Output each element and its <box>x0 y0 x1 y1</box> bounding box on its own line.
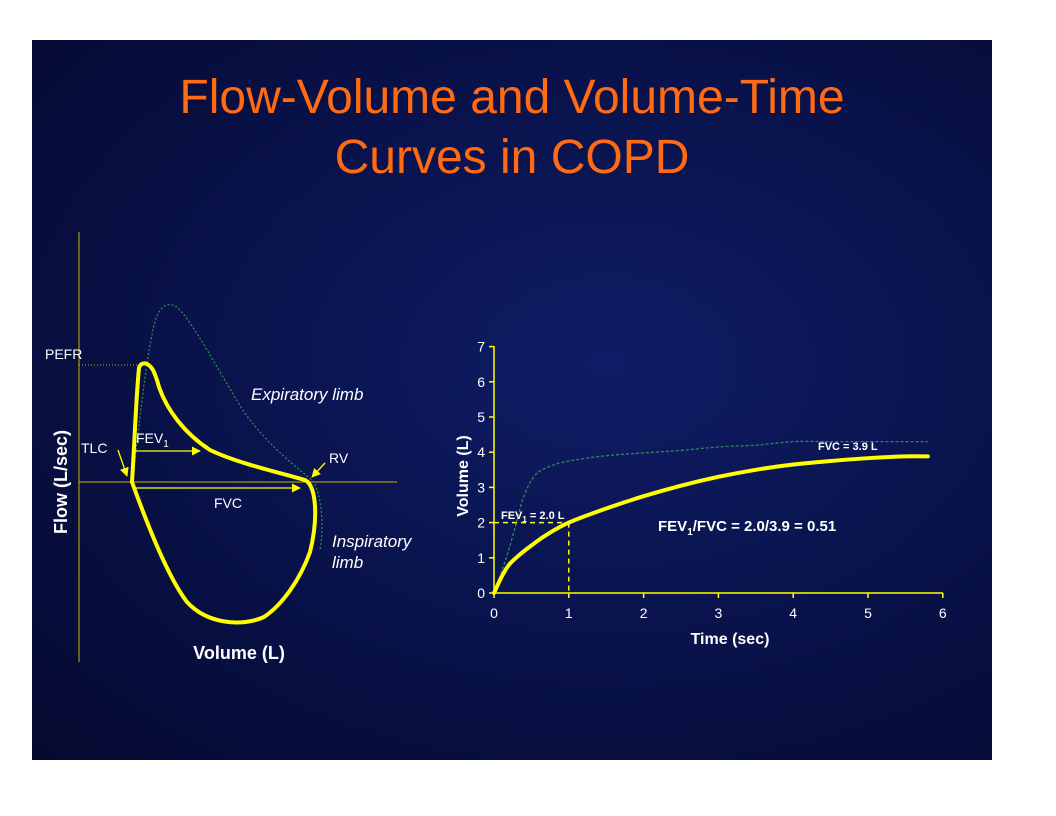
vt-y-tick-label: 4 <box>477 444 485 460</box>
vt-y-tick-label: 0 <box>477 585 485 601</box>
rv-arrow <box>311 462 326 478</box>
title-line-2: Curves in COPD <box>334 131 690 184</box>
vt-x-axis-label: Time (sec) <box>691 631 770 648</box>
fv-normal-loop <box>131 304 323 551</box>
vt-x-tick-label: 6 <box>939 605 947 621</box>
fev1-label-main: FEV <box>136 430 164 446</box>
vt-ticks: 0 1 2 3 4 5 6 0 1 2 3 4 5 6 7 <box>477 339 947 621</box>
vt-y-tick-label: 3 <box>477 479 485 495</box>
slide-title: Flow-Volume and Volume-Time Curves in CO… <box>32 68 992 188</box>
inspiratory-limb-line-1: Inspiratory <box>332 532 413 551</box>
vt-y-tick-label: 2 <box>477 515 485 531</box>
fvc-label: FVC <box>214 495 242 511</box>
vt-y-tick-label: 6 <box>477 374 485 390</box>
rv-label: RV <box>329 450 349 466</box>
ratio-label: FEV1/FVC = 2.0/3.9 = 0.51 <box>658 518 836 538</box>
vt-x-tick-label: 5 <box>864 605 872 621</box>
fvc-value-label: FVC = 3.9 L <box>818 441 878 453</box>
vt-x-tick-label: 2 <box>640 605 648 621</box>
ratio-rest: /FVC = 2.0/3.9 = 0.51 <box>693 518 836 535</box>
fv-copd-expiratory-curve <box>130 361 307 484</box>
vt-y-tick-label: 5 <box>477 409 485 425</box>
fev1-value-sub: 1 <box>522 515 527 524</box>
vt-x-tick-label: 4 <box>789 605 797 621</box>
vt-y-tick-label: 7 <box>477 339 485 355</box>
inspiratory-limb-line-2: limb <box>332 553 363 572</box>
slide: Flow-Volume and Volume-Time Curves in CO… <box>32 40 992 760</box>
fev1-value-rest: = 2.0 L <box>527 510 565 522</box>
fev1-label: FEV1 <box>136 430 169 450</box>
vt-copd-curve <box>492 454 930 595</box>
vt-x-tick-label: 1 <box>565 605 573 621</box>
ratio-sub: 1 <box>687 527 693 538</box>
ratio-main: FEV <box>658 518 687 535</box>
inspiratory-limb-label: Inspiratory limb <box>332 532 416 572</box>
title-line-1: Flow-Volume and Volume-Time <box>179 71 845 124</box>
vt-y-axis-label: Volume (L) <box>455 435 472 516</box>
fev1-label-sub: 1 <box>163 439 169 450</box>
expiratory-limb-label: Expiratory limb <box>251 385 363 404</box>
flow-volume-chart: PEFR TLC RV FEV1 FVC Expiratory limb Ins… <box>45 232 416 663</box>
fev1-value-main: FEV <box>501 510 523 522</box>
fev1-value-label: FEV1 = 2.0 L <box>501 510 565 524</box>
vt-y-tick-label: 1 <box>477 550 485 566</box>
vt-normal-curve <box>493 440 928 594</box>
vt-x-tick-label: 0 <box>490 605 498 621</box>
fv-copd-inspiratory-curve <box>130 478 318 625</box>
pefr-label: PEFR <box>45 346 82 362</box>
fv-x-axis-label: Volume (L) <box>193 643 285 663</box>
fv-y-axis-label: Flow (L/sec) <box>51 430 71 534</box>
tlc-label: TLC <box>81 440 107 456</box>
charts-canvas: PEFR TLC RV FEV1 FVC Expiratory limb Ins… <box>45 232 947 663</box>
vt-x-tick-label: 3 <box>715 605 723 621</box>
tlc-arrow <box>117 449 129 477</box>
